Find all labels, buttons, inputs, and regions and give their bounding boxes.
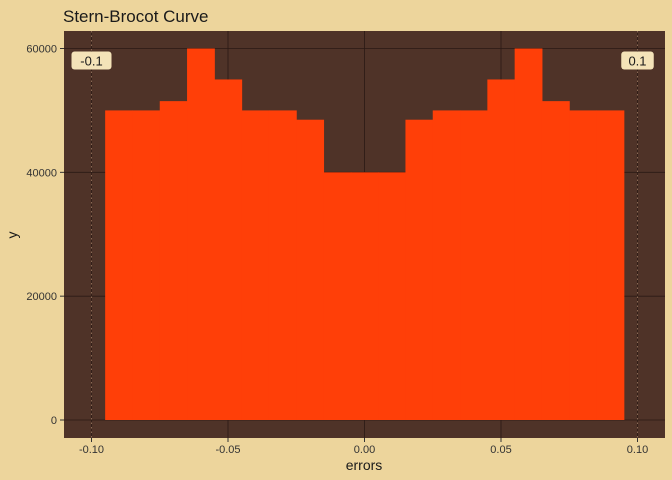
x-axis-title: errors — [346, 457, 383, 473]
reference-label-box-1 — [621, 51, 654, 70]
bar-11 — [405, 119, 434, 421]
x-axis: -0.10 -0.05 0.00 0.05 0.10 — [79, 438, 648, 456]
bar-0 — [105, 110, 133, 421]
x-tick-label-2: 0.00 — [354, 444, 375, 456]
bar-14 — [487, 79, 516, 420]
bar-13 — [460, 110, 488, 421]
x-tick-label-4: 0.10 — [627, 444, 648, 456]
bar-2 — [159, 101, 188, 421]
bar-6 — [268, 110, 297, 421]
x-tick-label-3: 0.05 — [490, 444, 511, 456]
reference-lines: -0.1 0.1 — [71, 31, 654, 438]
chart-title: Stern-Brocot Curve — [63, 7, 209, 26]
bar-4 — [214, 79, 243, 420]
x-tick-label-0: -0.10 — [79, 444, 104, 456]
bar-17 — [569, 110, 598, 421]
y-tick-label-3: 60000 — [26, 44, 57, 56]
bar-18 — [596, 110, 625, 421]
y-tick-label-1: 20000 — [26, 291, 57, 303]
bar-12 — [432, 110, 461, 421]
y-axis-title: y — [4, 232, 20, 239]
bar-7 — [296, 119, 325, 421]
bar-3 — [187, 48, 215, 420]
bar-1 — [132, 110, 161, 421]
reference-label-1: 0.1 — [628, 54, 646, 69]
bars — [105, 48, 625, 421]
bar-16 — [541, 101, 570, 421]
y-tick-label-2: 40000 — [26, 167, 57, 179]
bar-8 — [323, 172, 352, 420]
bar-10 — [378, 172, 406, 420]
reference-label-box-0 — [71, 51, 112, 70]
y-axis: 0 20000 40000 60000 — [26, 44, 64, 427]
reference-label-0: -0.1 — [80, 54, 102, 69]
bar-15 — [514, 48, 543, 420]
bar-9 — [350, 172, 379, 420]
x-tick-label-1: -0.05 — [215, 444, 240, 456]
y-tick-label-0: 0 — [51, 415, 57, 427]
bar-5 — [241, 110, 270, 421]
